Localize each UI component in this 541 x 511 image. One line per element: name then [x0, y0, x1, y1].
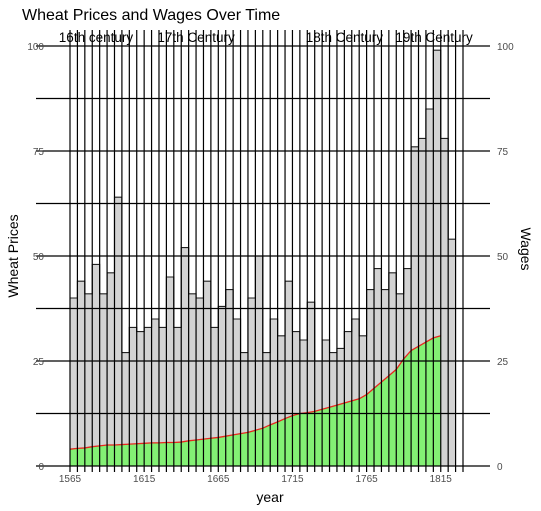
x-tick-1715: 1715 — [281, 474, 304, 485]
wheat-bar-1570 — [77, 281, 85, 466]
x-tick-1565: 1565 — [59, 474, 82, 485]
y-tick-right-25: 25 — [497, 357, 509, 368]
wheat-bar-1800 — [418, 138, 426, 466]
x-tick-1765: 1765 — [355, 474, 378, 485]
wheat-bar-1600 — [121, 352, 130, 466]
wheat-bar-1820 — [448, 239, 456, 466]
wheat-bar-1685 — [247, 298, 256, 466]
wheat-prices-layer — [70, 49, 456, 467]
wheat-bar-1765 — [366, 289, 375, 466]
chart-title: Wheat Prices and Wages Over Time — [22, 7, 280, 24]
wheat-bar-1675 — [233, 319, 241, 466]
wheat-bar-1805 — [425, 109, 434, 466]
wheat-bar-1715 — [292, 331, 300, 466]
century-labels: 16th century 17th Century 18th Century 19th… — [59, 30, 473, 45]
century-label-1: 17th Century — [157, 30, 235, 45]
wheat-bar-1630 — [166, 277, 174, 466]
y-tick-50: 50 — [33, 252, 45, 263]
wheat-bar-1625 — [158, 327, 167, 466]
y-tick-right-0: 0 — [497, 462, 503, 473]
wheat-bar-1565 — [70, 298, 78, 466]
y-tick-75: 75 — [33, 147, 45, 158]
y-tick-right-50: 50 — [497, 252, 509, 263]
y-axis-title-right: Wages — [518, 227, 534, 270]
wheat-bar-1595 — [114, 197, 122, 466]
wheat-bar-1655 — [203, 281, 211, 466]
y-tick-right-75: 75 — [497, 147, 509, 158]
axis-ticks: 1565 1615 1665 1715 1765 1815 0 25 50 75 100 0 25 50 7… — [27, 42, 514, 485]
wheat-bar-1615 — [144, 327, 152, 466]
wheat-bar-1720 — [299, 340, 308, 466]
wheat-bar-1735 — [322, 340, 330, 466]
wheat-bar-1585 — [99, 293, 108, 466]
wheat-bar-1640 — [181, 247, 189, 466]
wheat-bar-1700 — [270, 319, 278, 466]
wheat-bar-1620 — [151, 319, 159, 466]
wheat-bar-1695 — [262, 352, 271, 466]
century-label-3: 19th Century — [395, 30, 473, 45]
y-tick-0: 0 — [38, 462, 44, 473]
wheat-bar-1680 — [240, 352, 248, 466]
wheat-bar-1650 — [196, 298, 204, 466]
x-tick-1815: 1815 — [430, 474, 453, 485]
wheat-bar-1795 — [411, 146, 419, 467]
wheat-bar-1605 — [129, 327, 137, 466]
x-tick-1665: 1665 — [207, 474, 230, 485]
wheat-bar-1645 — [188, 293, 197, 466]
wheat-bar-1770 — [374, 268, 382, 466]
wheat-bar-1610 — [136, 331, 145, 466]
x-tick-1615: 1615 — [133, 474, 156, 485]
y-tick-100: 100 — [27, 42, 44, 53]
wheat-bar-1590 — [107, 272, 115, 466]
wheat-bar-1815 — [440, 138, 449, 466]
wheat-bar-1780 — [388, 272, 397, 466]
wheat-bar-1725 — [307, 302, 315, 466]
wheat-bar-1705 — [277, 335, 286, 466]
wheat-bar-1660 — [210, 327, 219, 466]
wheat-bar-1810 — [433, 50, 441, 466]
century-label-2: 18th Century — [306, 30, 384, 45]
wheat-bar-1775 — [381, 289, 389, 466]
century-label-0: 16th century — [59, 30, 134, 45]
wheat-bar-1710 — [285, 281, 293, 466]
wheat-bar-1755 — [351, 319, 360, 466]
x-axis-title: year — [256, 489, 284, 505]
wheat-bar-1635 — [173, 327, 182, 466]
wheat-bar-1665 — [218, 306, 226, 466]
gridlines — [36, 30, 490, 472]
wages-area — [70, 335, 441, 466]
y-axis-title: Wheat Prices — [5, 214, 21, 297]
wheat-bar-1575 — [84, 293, 93, 466]
wheat-bar-1580 — [92, 264, 100, 466]
wheat-bar-1750 — [344, 331, 352, 466]
y-tick-25: 25 — [33, 357, 45, 368]
wheat-bar-1670 — [225, 289, 234, 466]
y-tick-right-100: 100 — [497, 42, 514, 53]
